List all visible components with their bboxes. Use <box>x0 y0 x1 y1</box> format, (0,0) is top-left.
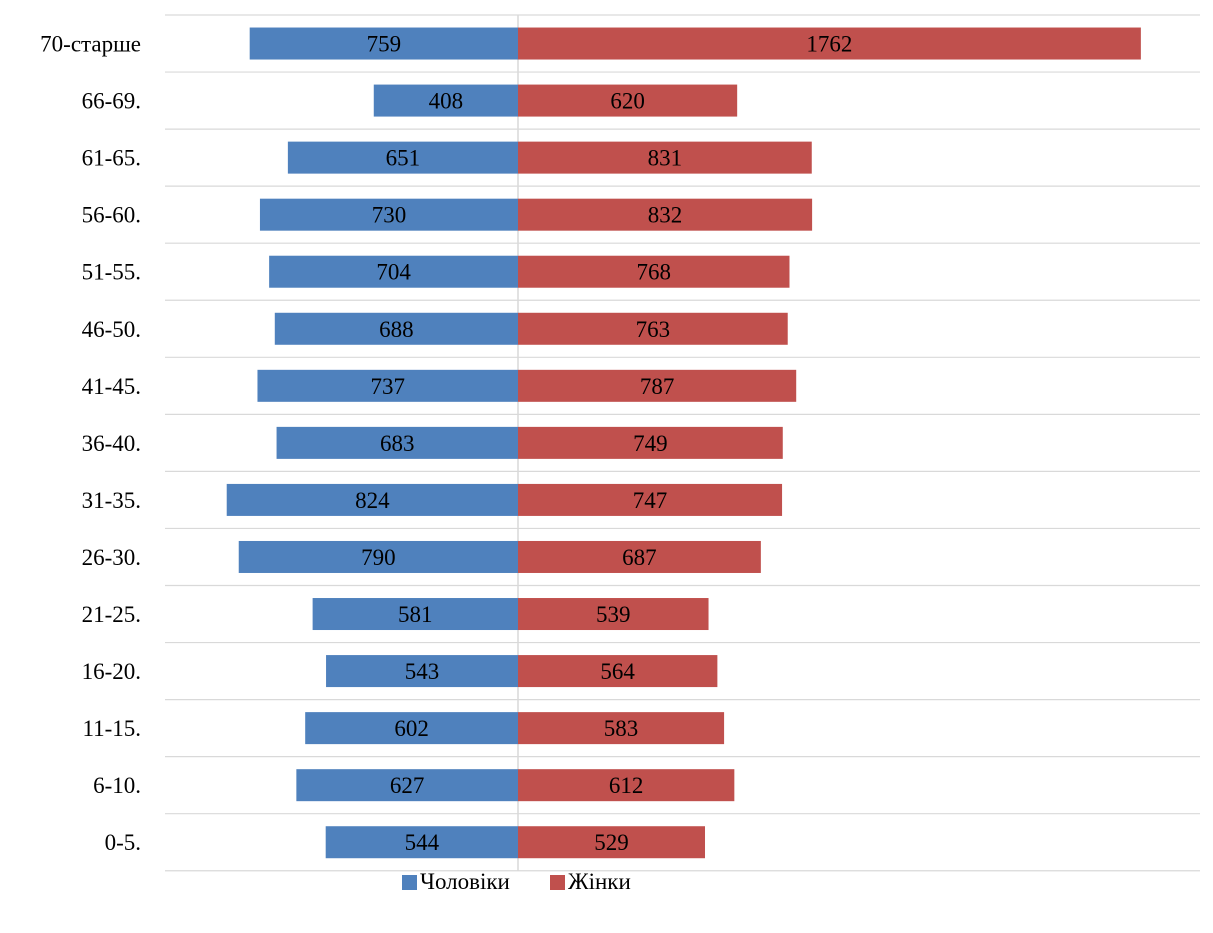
data-label-male: 581 <box>398 602 433 627</box>
data-label-female: 832 <box>648 203 683 228</box>
legend-label: Чоловіки <box>420 869 510 894</box>
data-label-male: 824 <box>355 488 390 513</box>
category-label: 31-35. <box>82 488 141 513</box>
data-label-female: 749 <box>633 431 668 456</box>
data-label-male: 737 <box>370 374 405 399</box>
category-label: 51-55. <box>82 260 141 285</box>
category-label: 6-10. <box>93 773 141 798</box>
category-label: 61-65. <box>82 146 141 171</box>
data-label-female: 564 <box>600 659 635 684</box>
data-label-female: 583 <box>604 716 639 741</box>
data-label-male: 704 <box>376 260 411 285</box>
data-label-male: 688 <box>379 317 414 342</box>
category-label: 56-60. <box>82 203 141 228</box>
data-label-male: 543 <box>405 659 440 684</box>
category-label: 16-20. <box>82 659 141 684</box>
data-label-male: 408 <box>429 89 464 114</box>
category-label: 36-40. <box>82 431 141 456</box>
data-label-female: 787 <box>640 374 675 399</box>
category-label: 70-старше <box>40 32 141 57</box>
data-label-female: 831 <box>648 146 683 171</box>
data-label-male: 683 <box>380 431 415 456</box>
legend: Чоловіки Жінки <box>402 869 631 894</box>
data-label-female: 1762 <box>806 32 852 57</box>
category-labels: 70-старше 66-69. 61-65. 56-60. 51-55. 46-50. 4… <box>40 32 141 856</box>
data-label-female: 768 <box>636 260 671 285</box>
data-label-male: 651 <box>386 146 421 171</box>
data-label-female: 620 <box>610 89 645 114</box>
data-label-female: 612 <box>609 773 644 798</box>
data-label-female: 529 <box>594 830 629 855</box>
legend-label: Жінки <box>568 869 631 894</box>
data-label-male: 759 <box>367 32 402 57</box>
category-label: 66-69. <box>82 89 141 114</box>
data-label-female: 747 <box>633 488 668 513</box>
category-label: 46-50. <box>82 317 141 342</box>
data-label-female: 763 <box>636 317 671 342</box>
data-label-female: 687 <box>622 545 657 570</box>
legend-swatch <box>402 875 417 890</box>
data-label-female: 539 <box>596 602 631 627</box>
category-label: 0-5. <box>105 830 141 855</box>
data-label-male: 730 <box>372 203 407 228</box>
data-label-male: 790 <box>361 545 396 570</box>
bars-group: 759 1762 408 620 651 831 730 832 704 768 688 763 737… <box>227 28 1141 859</box>
category-label: 26-30. <box>82 545 141 570</box>
category-label: 21-25. <box>82 602 141 627</box>
category-label: 41-45. <box>82 374 141 399</box>
legend-swatch <box>550 875 565 890</box>
category-label: 11-15. <box>82 716 141 741</box>
data-label-male: 627 <box>390 773 425 798</box>
data-label-male: 602 <box>394 716 429 741</box>
data-label-male: 544 <box>405 830 440 855</box>
